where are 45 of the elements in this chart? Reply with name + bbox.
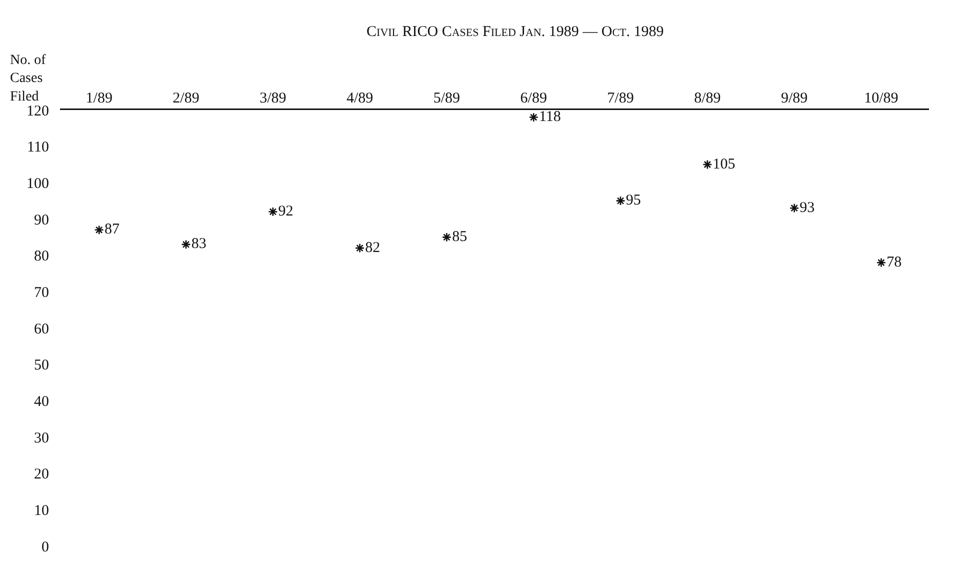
y-tick-label: 50 bbox=[34, 358, 49, 374]
y-tick-label: 120 bbox=[26, 103, 49, 120]
point bbox=[354, 243, 365, 253]
x-tick-label: 6/89 bbox=[520, 90, 547, 106]
x-tick-label: 5/89 bbox=[433, 90, 460, 106]
data-label: 87 bbox=[104, 222, 120, 238]
point bbox=[268, 206, 278, 217]
x-tick-label: 1/89 bbox=[86, 90, 112, 106]
x-tick-label: 10/89 bbox=[864, 90, 898, 106]
x-tick-label: 3/89 bbox=[260, 90, 286, 106]
point bbox=[181, 240, 191, 250]
y-tick-label: 90 bbox=[34, 212, 49, 228]
x-tick-label: 7/89 bbox=[607, 90, 634, 106]
y-tick-label: 70 bbox=[34, 284, 49, 301]
point bbox=[616, 196, 626, 206]
data-label: 83 bbox=[191, 236, 206, 252]
point bbox=[442, 232, 452, 242]
y-tick-label: 80 bbox=[34, 248, 49, 265]
x-tick-label: 4/89 bbox=[346, 90, 374, 106]
data-label: 95 bbox=[626, 192, 641, 209]
point bbox=[702, 160, 712, 170]
data-label: 118 bbox=[538, 109, 561, 126]
chart-title: Civil RICO Cases Filed Jan. 1989 — Oct. 1989 bbox=[366, 24, 664, 40]
point bbox=[94, 225, 104, 235]
x-tick-label: 2/89 bbox=[172, 90, 200, 106]
y-tick-label: 60 bbox=[34, 321, 49, 338]
data-label: 93 bbox=[800, 200, 815, 216]
x-tick-label: 9/89 bbox=[780, 90, 808, 106]
y-tick-label: 10 bbox=[34, 502, 49, 519]
y-tick-label: 30 bbox=[34, 430, 49, 446]
point bbox=[528, 112, 538, 122]
data-label: 78 bbox=[886, 254, 902, 270]
x-tick-label: 8/89 bbox=[694, 90, 721, 106]
point bbox=[876, 258, 886, 268]
data-label: 85 bbox=[452, 228, 468, 245]
point bbox=[789, 203, 800, 213]
y-tick-label: 40 bbox=[34, 394, 49, 410]
y-tick-label: 100 bbox=[26, 176, 49, 192]
data-label: 92 bbox=[278, 203, 294, 220]
y-tick-label: 20 bbox=[34, 466, 49, 483]
y-tick-label: 110 bbox=[27, 140, 49, 156]
data-label: 82 bbox=[365, 240, 380, 256]
y-axis-title: No. of Cases Filed bbox=[10, 53, 46, 104]
data-label: 105 bbox=[712, 156, 736, 172]
y-tick-label: 0 bbox=[42, 539, 49, 556]
